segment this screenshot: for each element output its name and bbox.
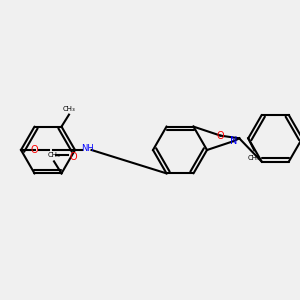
Text: O: O (31, 145, 38, 155)
Text: NH: NH (81, 144, 93, 153)
Text: N: N (230, 136, 238, 146)
Text: O: O (70, 152, 77, 163)
Text: CH₃: CH₃ (48, 152, 60, 158)
Text: CH₃: CH₃ (63, 106, 75, 112)
Text: CH₃: CH₃ (248, 155, 261, 161)
Text: O: O (217, 130, 224, 141)
